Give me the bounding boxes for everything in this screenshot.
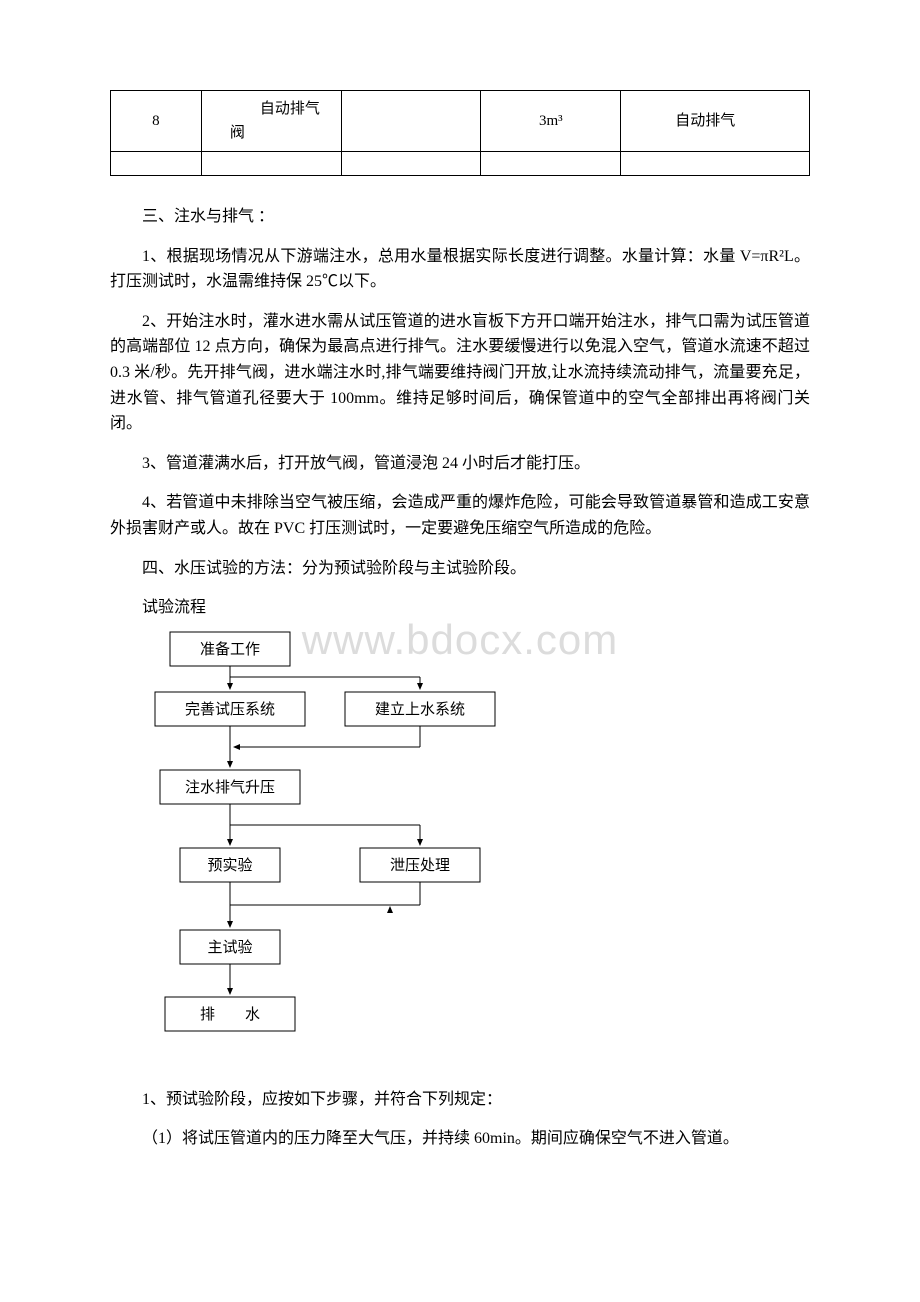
flow-label: 试验流程 bbox=[110, 595, 810, 621]
flowchart-svg: 准备工作 完善试压系统 建立上水系统 注水排气升压 预实验 泄压处理 主试验 排… bbox=[130, 627, 550, 1057]
cell-name: 自动排气阀 bbox=[201, 91, 341, 152]
section-4-p2: （1）将试压管道内的压力降至大气压，并持续 60min。期间应确保空气不进入管道… bbox=[110, 1126, 810, 1152]
cell-remark: 自动排气 bbox=[621, 91, 810, 152]
flow-node-maintest-label: 主试验 bbox=[207, 939, 252, 956]
section-3-title: 三、注水与排气 ： bbox=[110, 204, 810, 230]
flow-node-fill-vent-label: 注水排气升压 bbox=[185, 779, 275, 796]
flow-node-drain-label: 排 水 bbox=[200, 1006, 260, 1023]
flowchart: 准备工作 完善试压系统 建立上水系统 注水排气升压 预实验 泄压处理 主试验 排… bbox=[130, 627, 810, 1057]
equipment-table: 8 自动排气阀 3m³ 自动排气 bbox=[110, 90, 810, 176]
section-3-p1: 1、根据现场情况从下游端注水，总用水量根据实际长度进行调整。水量计算：水量 V=… bbox=[110, 244, 810, 295]
cell-qty: 3m³ bbox=[481, 91, 621, 152]
section-4-p1: 1、预试验阶段，应按如下步骤，并符合下列规定： bbox=[110, 1087, 810, 1113]
flow-node-build-water-label: 建立上水系统 bbox=[375, 701, 465, 718]
flow-node-improve-system-label: 完善试压系统 bbox=[185, 701, 275, 718]
cell-seq: 8 bbox=[111, 91, 202, 152]
cell-spec bbox=[341, 91, 481, 152]
section-3-p3: 3、管道灌满水后，打开放气阀，管道浸泡 24 小时后才能打压。 bbox=[110, 451, 810, 477]
flow-node-prepare-label: 准备工作 bbox=[200, 641, 260, 658]
section-3-p2: 2、开始注水时，灌水进水需从试压管道的进水盲板下方开口端开始注水，排气口需为试压… bbox=[110, 309, 810, 437]
flow-node-pretest-label: 预实验 bbox=[207, 857, 252, 874]
section-3-p4: 4、若管道中未排除当空气被压缩，会造成严重的爆炸危险，可能会导致管道暴管和造成工… bbox=[110, 490, 810, 541]
flow-node-depressurize-label: 泄压处理 bbox=[390, 857, 450, 874]
section-4-title: 四、水压试验的方法：分为预试验阶段与主试验阶段。 bbox=[110, 556, 810, 582]
table-row: 8 自动排气阀 3m³ 自动排气 bbox=[111, 91, 810, 152]
table-row-empty bbox=[111, 152, 810, 176]
